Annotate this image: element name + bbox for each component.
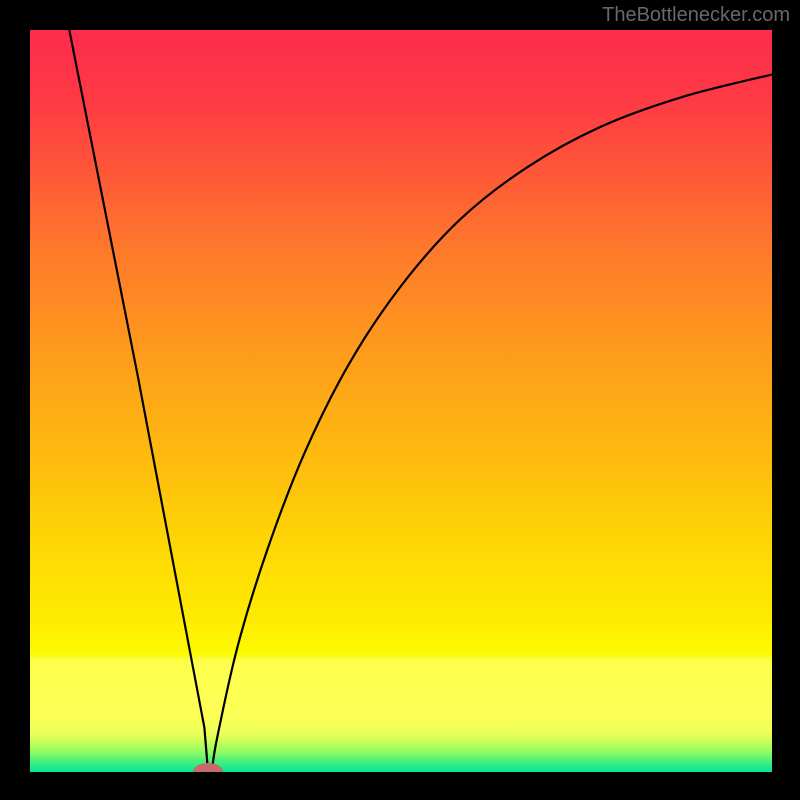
bottleneck-curve bbox=[69, 30, 772, 772]
curve-layer bbox=[30, 30, 772, 772]
chart-plot-area bbox=[30, 30, 772, 772]
watermark-text: TheBottlenecker.com bbox=[602, 4, 790, 27]
